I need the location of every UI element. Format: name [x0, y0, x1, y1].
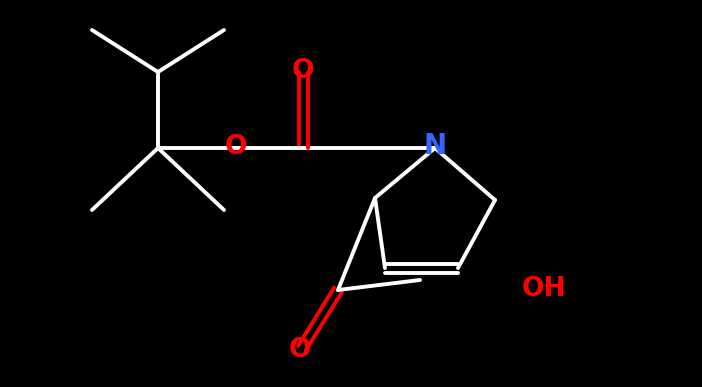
Text: O: O — [289, 337, 311, 363]
Text: N: N — [423, 132, 446, 160]
Text: O: O — [292, 58, 314, 84]
Text: O: O — [225, 134, 247, 160]
Text: OH: OH — [522, 276, 567, 302]
